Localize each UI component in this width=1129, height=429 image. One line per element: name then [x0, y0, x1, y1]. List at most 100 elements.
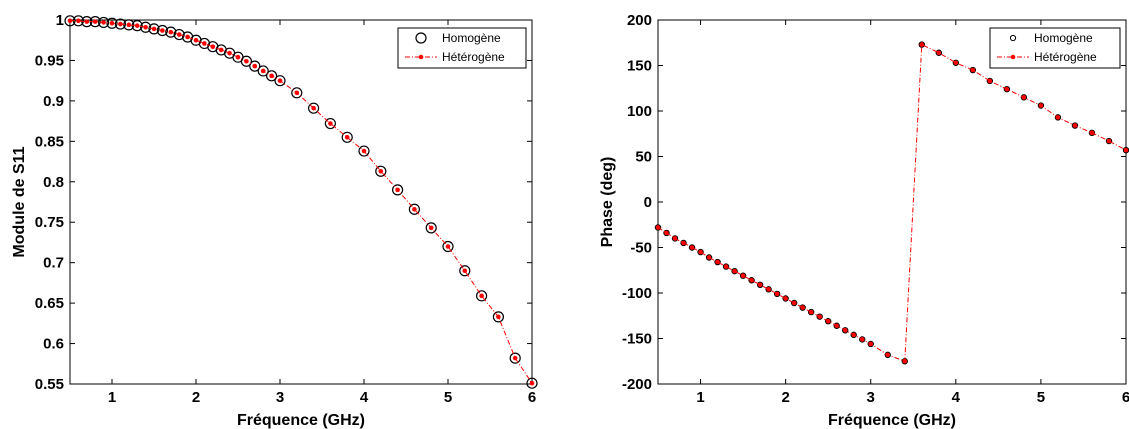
homogene-point — [1003, 85, 1011, 93]
heterogene-point — [67, 18, 73, 24]
y-ticks-2: -200 -150 -100 -50 0 50 100 150 200 — [622, 12, 1126, 393]
x-tick-label: 5 — [444, 389, 452, 406]
x-tick-label: 2 — [781, 389, 789, 406]
homogene-point — [257, 65, 269, 77]
heterogene-point — [512, 355, 518, 361]
homogene-point — [509, 352, 521, 364]
homogene-point — [266, 70, 278, 82]
y-tick-label: -100 — [622, 285, 652, 302]
heterogene-point — [294, 90, 300, 96]
y-tick-label: 0 — [644, 194, 652, 211]
heterogene-point — [749, 277, 754, 283]
homogene-point — [671, 235, 679, 242]
heterogene-point — [202, 41, 207, 46]
homogene-point — [918, 41, 925, 48]
heterogene-point — [395, 187, 400, 193]
homogene-point — [654, 224, 662, 231]
homogene-point — [680, 239, 687, 247]
x-ticks-2: 1 2 3 4 5 6 — [696, 20, 1129, 406]
x-tick-label: 6 — [1122, 389, 1129, 406]
homogene-point — [165, 26, 177, 38]
y-tick-label: 0.55 — [35, 376, 64, 393]
heterogene-point — [1004, 86, 1010, 92]
homogene-point — [807, 308, 815, 316]
chart-phase: -200 -150 -100 -50 0 50 100 150 200 1 2 3 4 5 6 Fréqu… — [599, 12, 1129, 429]
homogene-point — [782, 295, 789, 302]
heterogene-point — [344, 134, 350, 140]
homogene-point — [324, 117, 336, 130]
heterogene-point — [134, 23, 140, 28]
homogene-point — [114, 18, 127, 30]
homogene-point — [756, 281, 764, 289]
y-tick-label: 200 — [627, 12, 652, 29]
homogene-point — [526, 377, 538, 389]
y-axis-label-2: Phase (deg) — [599, 157, 616, 248]
heterogene-point — [92, 19, 98, 24]
heterogene-point — [800, 305, 805, 310]
heterogene-point — [1055, 115, 1061, 120]
heterogene-point — [953, 60, 959, 66]
legend-marker-heterogene-2 — [1010, 54, 1016, 60]
legend-box-1 — [397, 27, 527, 69]
heterogene-point — [1021, 95, 1027, 100]
x-tick-label: 6 — [528, 389, 536, 406]
homogene-point — [986, 77, 994, 85]
legend-1: Homogène Hétérogène — [397, 27, 527, 69]
y-tick-label: 1 — [56, 12, 64, 29]
heterogene-point — [723, 264, 729, 269]
x-tick-label: 3 — [276, 389, 284, 406]
heterogene-point — [378, 168, 384, 174]
y-tick-label: -50 — [630, 240, 652, 257]
homogene-point — [884, 351, 891, 359]
homogene-point — [765, 286, 772, 293]
x-tick-label: 4 — [952, 389, 961, 406]
heterogene-point — [970, 67, 976, 73]
plot-area-1 — [69, 19, 533, 385]
y-tick-label: 0.8 — [43, 174, 64, 191]
heterogene-point — [151, 26, 157, 32]
legend-label-heterogene-2: Hétérogène — [1034, 50, 1097, 64]
legend-2: Homogène Hétérogène — [989, 27, 1121, 69]
homogene-point — [833, 322, 840, 329]
heterogene-point — [689, 245, 695, 250]
x-tick-label: 4 — [360, 389, 369, 406]
homogene-point — [1020, 94, 1028, 101]
heterogene-point — [126, 22, 132, 28]
homogene-point — [705, 254, 713, 261]
series-group-2 — [654, 41, 1129, 365]
heterogene-point — [244, 58, 249, 64]
y-tick-label: 0.95 — [35, 52, 64, 69]
heterogene-point — [902, 358, 908, 364]
legend-label-homogene-1: Homogène — [442, 31, 501, 45]
legend-marker-heterogene-1 — [418, 54, 424, 60]
heterogene-point — [834, 323, 839, 329]
homogene-point — [148, 23, 160, 35]
heterogene-point — [277, 78, 283, 83]
homogene-point — [773, 290, 781, 298]
y-tick-label: 0.75 — [35, 214, 64, 231]
heterogene-point — [936, 50, 942, 56]
homogene-point — [442, 240, 454, 253]
homogene-point — [1037, 102, 1045, 109]
x-tick-label: 5 — [1037, 389, 1045, 406]
y-tick-label: 150 — [627, 58, 652, 75]
homogene-point — [492, 311, 504, 323]
homogene-point — [1088, 129, 1096, 137]
y-tick-label: 100 — [627, 103, 652, 120]
heterogene-point — [118, 21, 123, 27]
heterogene-point — [76, 18, 81, 24]
homogene-point — [392, 184, 404, 196]
heterogene-point — [1038, 103, 1044, 108]
heterogene-point — [859, 337, 865, 342]
heterogene-point — [84, 19, 90, 24]
heterogene-point — [227, 50, 232, 56]
homogene-point — [969, 66, 977, 74]
heterogene-point — [766, 287, 771, 292]
x-axis-label-1: Fréquence (GHz) — [237, 412, 365, 429]
homogene-point — [358, 145, 370, 157]
homogene-point — [688, 244, 696, 251]
heterogene-point — [210, 44, 216, 49]
heterogene-point — [664, 230, 669, 236]
heterogene-point — [885, 352, 891, 358]
